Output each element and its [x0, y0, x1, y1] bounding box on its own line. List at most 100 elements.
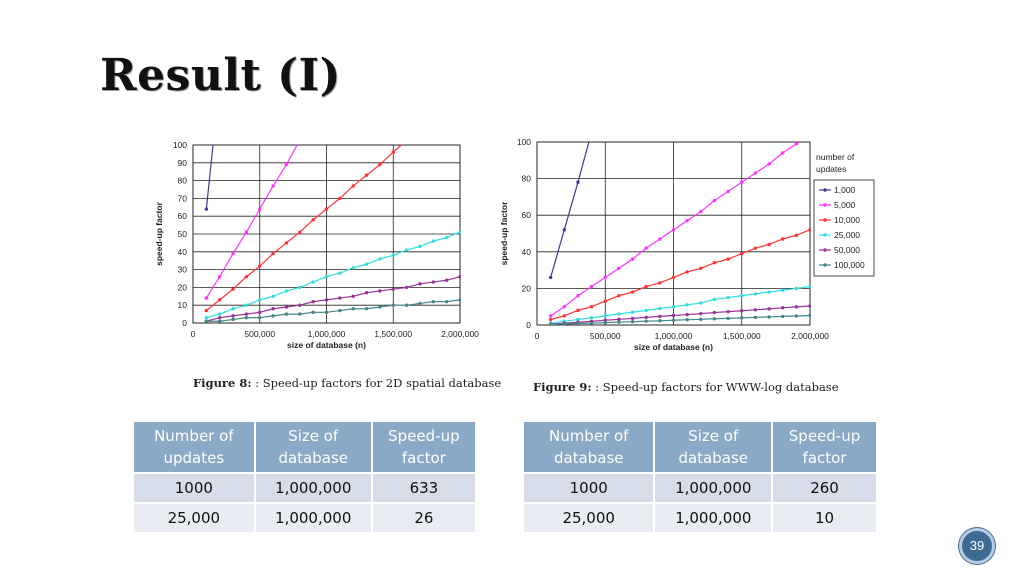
- data-point: [576, 180, 580, 184]
- speedup-chart-www-log: 0 20 40 60 80 100 0 500,000 1,000,000 1,500,000 2,…: [499, 137, 875, 352]
- x-tick-label: 1,500,000: [723, 331, 761, 341]
- data-point: [767, 315, 771, 319]
- data-point: [284, 241, 289, 245]
- figure-9-label: Figure 9:: [533, 380, 592, 394]
- series-line: [550, 229, 811, 321]
- legend-label: 1,000: [834, 185, 856, 195]
- data-point: [418, 282, 422, 286]
- data-point: [378, 289, 382, 293]
- y-tick-label: 100: [517, 137, 531, 147]
- legend-marker: [823, 263, 827, 267]
- data-point: [284, 162, 289, 167]
- data-point: [603, 320, 607, 325]
- data-point: [617, 320, 621, 324]
- data-point: [364, 307, 369, 311]
- data-point: [781, 151, 785, 155]
- data-point: [658, 314, 662, 319]
- data-point: [218, 319, 222, 323]
- data-point: [685, 270, 689, 274]
- legend-label: 50,000: [834, 245, 860, 255]
- data-point: [794, 305, 799, 309]
- legend-title: number of: [816, 152, 855, 162]
- x-axis-label: size of database (n): [287, 340, 366, 350]
- y-tick-label: 0: [526, 320, 531, 330]
- data-point: [431, 280, 435, 284]
- legend-marker: [823, 203, 827, 207]
- data-point: [311, 299, 315, 304]
- data-point: [699, 266, 703, 270]
- data-point: [244, 275, 249, 279]
- results-table-www-log: Number of database Size of database Spee…: [521, 420, 878, 534]
- data-point: [658, 306, 662, 311]
- series-group: [204, 144, 214, 211]
- data-point: [712, 261, 717, 265]
- page-number-badge: 39: [959, 528, 995, 564]
- data-point: [298, 303, 302, 307]
- data-point: [311, 280, 315, 284]
- data-point: [712, 198, 717, 203]
- data-point: [753, 246, 758, 250]
- data-point: [576, 317, 580, 322]
- data-point: [204, 308, 209, 313]
- x-tick-label: 500,000: [244, 329, 275, 339]
- column-header: Size of database: [253, 420, 373, 474]
- x-tick-label: 2,000,000: [441, 329, 479, 339]
- data-point: [204, 319, 209, 323]
- data-point: [644, 308, 648, 313]
- table-row: 1000 1,000,000 260: [521, 472, 878, 504]
- data-point: [658, 319, 662, 323]
- data-point: [218, 312, 222, 316]
- data-point: [740, 180, 744, 184]
- data-point: [712, 317, 717, 321]
- legend-label: 5,000: [834, 200, 856, 210]
- data-point: [671, 275, 676, 280]
- x-tick-label: 0: [191, 329, 196, 339]
- data-point: [671, 228, 676, 232]
- data-point: [458, 275, 461, 279]
- data-point: [204, 207, 209, 211]
- x-tick-label: 1,000,000: [308, 329, 346, 339]
- data-point: [458, 298, 461, 302]
- series-line: [550, 285, 811, 324]
- data-point: [284, 312, 289, 316]
- data-point: [603, 318, 607, 322]
- data-point: [444, 235, 449, 240]
- data-point: [712, 310, 717, 315]
- data-point: [630, 290, 635, 294]
- data-point: [671, 318, 676, 322]
- data-point: [767, 290, 771, 294]
- y-tick-label: 70: [178, 193, 188, 203]
- data-point: [444, 278, 449, 282]
- data-point: [404, 285, 409, 290]
- data-point: [338, 271, 342, 275]
- table-header-row: Number of updates Size of database Speed…: [132, 420, 478, 474]
- data-point: [740, 251, 744, 256]
- data-point: [271, 314, 275, 318]
- data-point: [685, 303, 689, 307]
- data-point: [685, 317, 689, 322]
- data-point: [589, 305, 594, 309]
- data-point: [644, 284, 648, 289]
- data-point: [726, 309, 730, 314]
- data-point: [589, 284, 594, 289]
- data-point: [808, 228, 811, 232]
- data-point: [712, 297, 717, 302]
- data-point: [726, 257, 730, 261]
- data-point: [204, 296, 209, 300]
- data-point: [603, 275, 607, 280]
- x-tick-label: 1,000,000: [655, 331, 693, 341]
- series-line: [206, 276, 461, 322]
- data-point: [458, 230, 461, 234]
- data-point: [324, 207, 329, 211]
- series-line: [550, 305, 811, 325]
- legend-label: 10,000: [834, 215, 860, 225]
- column-header: Size of database: [653, 420, 774, 474]
- data-point: [808, 284, 811, 289]
- data-point: [391, 150, 395, 154]
- y-tick-label: 0: [182, 318, 187, 328]
- data-point: [740, 316, 744, 320]
- data-point: [391, 303, 395, 307]
- data-point: [271, 307, 275, 311]
- data-point: [258, 310, 262, 315]
- data-point: [311, 218, 315, 222]
